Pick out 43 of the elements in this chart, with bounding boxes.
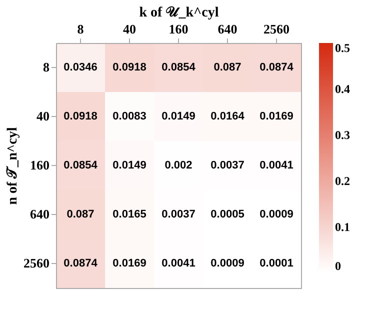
data-label: 0.0009 [260, 208, 294, 220]
data-label: 0.0169 [112, 258, 146, 270]
data-label: 0.0854 [64, 160, 98, 172]
color-bar-label: 0.4 [335, 82, 350, 96]
y-axis-title: n of 𝒯_n^cyl [4, 127, 20, 205]
x-tick-label: 160 [168, 22, 188, 36]
data-label: 0.0001 [260, 258, 294, 270]
data-label: 0.0165 [112, 208, 146, 220]
data-label: 0.0918 [112, 62, 146, 74]
data-label: 0.0149 [112, 160, 146, 172]
data-label: 0.087 [214, 62, 242, 74]
y-tick-label: 160 [30, 158, 50, 172]
data-label: 0.0009 [210, 258, 244, 270]
x-axis-title: k of 𝒰_k^cyl [139, 4, 219, 20]
y-tick-label: 8 [43, 60, 50, 74]
data-label: 0.0918 [64, 110, 98, 122]
data-label: 0.0041 [260, 160, 294, 172]
x-tick-label: 40 [123, 22, 136, 36]
data-label: 0.0041 [162, 258, 196, 270]
data-label: 0.002 [164, 160, 192, 172]
data-label: 0.087 [66, 208, 94, 220]
color-bar-label: 0.3 [335, 128, 350, 142]
y-tick-label: 2560 [24, 256, 50, 270]
data-label: 0.0083 [112, 110, 146, 122]
data-label: 0.0149 [162, 110, 196, 122]
y-tick-label: 640 [30, 206, 50, 222]
data-label: 0.0346 [64, 62, 98, 74]
color-bar-label: 0.1 [335, 220, 350, 234]
y-tick-label: 40 [36, 108, 50, 124]
data-label: 0.0037 [162, 208, 196, 220]
x-tick-label: 640 [218, 22, 238, 36]
data-label: 0.0037 [210, 160, 244, 172]
data-label: 0.0005 [210, 208, 244, 220]
color-bar-label: 0.2 [335, 174, 350, 188]
data-label: 0.0164 [210, 110, 246, 122]
data-label: 0.0169 [260, 110, 294, 122]
color-bar-label: 0 [335, 259, 341, 273]
data-label: 0.0874 [64, 258, 98, 270]
color-bar-label: 0.5 [335, 41, 350, 55]
data-label: 0.0854 [162, 62, 196, 74]
x-tick-label: 8 [77, 22, 84, 36]
x-tick-label: 2560 [264, 22, 290, 36]
data-label: 0.0874 [260, 62, 294, 74]
